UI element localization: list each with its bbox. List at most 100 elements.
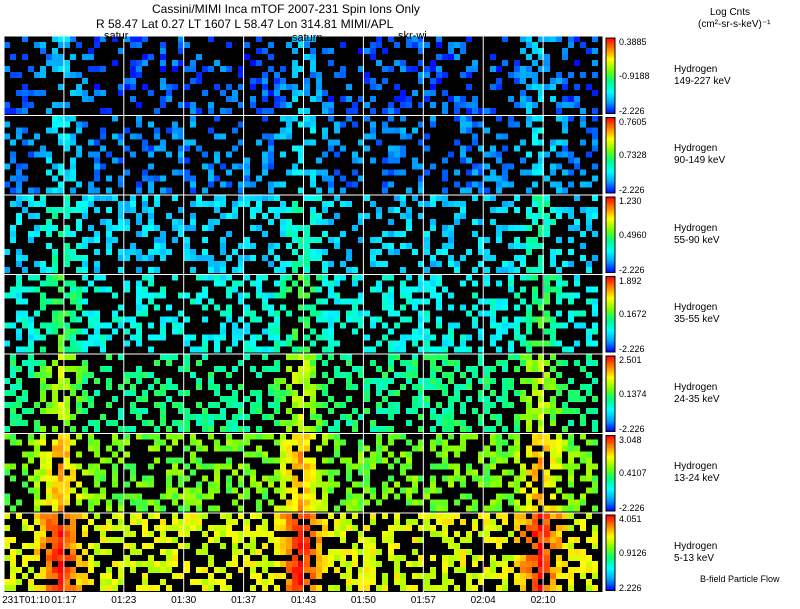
heatmap-cell (538, 390, 544, 396)
heatmap-cell (178, 433, 184, 440)
heatmap-cell (148, 187, 154, 194)
heatmap-cell (502, 322, 508, 329)
heatmap-cell (268, 54, 274, 60)
heatmap-cell (16, 163, 22, 170)
heatmap-cell (4, 469, 10, 476)
heatmap-cell (226, 481, 232, 488)
heatmap-cell (34, 213, 40, 219)
heatmap-cell (466, 169, 472, 176)
heatmap-cell (202, 513, 208, 519)
heatmap-cell (214, 567, 220, 573)
heatmap-cell (520, 513, 526, 519)
heatmap-cell (556, 445, 562, 452)
heatmap-cell (76, 573, 82, 579)
heatmap-cell (226, 513, 232, 519)
heatmap-cell (280, 292, 286, 299)
heatmap-cell (328, 292, 334, 299)
heatmap-cell (100, 366, 106, 372)
heatmap-cell (130, 96, 136, 102)
heatmap-cell (418, 384, 424, 390)
heatmap-cell (346, 354, 352, 360)
heatmap-cell (520, 555, 526, 561)
spectrogram-row (3, 433, 616, 514)
heatmap-cell (130, 66, 136, 72)
heatmap-cell (208, 433, 214, 440)
heatmap-cell (382, 493, 388, 500)
heatmap-cell (196, 195, 202, 201)
heatmap-cell (64, 579, 70, 585)
heatmap-cell (364, 102, 370, 108)
heatmap-cell (118, 567, 124, 573)
heatmap-cell (526, 310, 532, 317)
heatmap-cell (544, 561, 550, 567)
heatmap-cell (400, 360, 406, 366)
heatmap-cell (418, 274, 424, 281)
heatmap-cell (160, 328, 166, 335)
heatmap-cell (538, 525, 544, 531)
heatmap-cell (76, 255, 82, 261)
heatmap-cell (262, 231, 268, 237)
heatmap-cell (340, 531, 346, 537)
heatmap-cell (400, 243, 406, 249)
heatmap-cell (466, 181, 472, 188)
heatmap-cell (52, 316, 58, 323)
heatmap-cell (232, 426, 238, 432)
heatmap-cell (202, 237, 208, 243)
heatmap-cell (232, 213, 238, 219)
heatmap-cell (340, 372, 346, 378)
heatmap-cell (352, 102, 358, 108)
heatmap-cell (112, 292, 118, 299)
heatmap-cell (328, 139, 334, 146)
heatmap-cell (346, 475, 352, 482)
heatmap-cell (106, 243, 112, 249)
heatmap-cell (436, 304, 442, 311)
heatmap-cell (178, 322, 184, 329)
heatmap-cell (202, 66, 208, 72)
heatmap-cell (118, 249, 124, 255)
heatmap-cell (400, 286, 406, 293)
heatmap-cell (100, 195, 106, 201)
heatmap-cell (148, 151, 154, 158)
heatmap-cell (16, 499, 22, 506)
heatmap-cell (406, 42, 412, 48)
heatmap-cell (496, 513, 502, 519)
heatmap-cell (466, 115, 472, 122)
heatmap-cell (70, 366, 76, 372)
heatmap-cell (376, 499, 382, 506)
heatmap-cell (550, 286, 556, 293)
heatmap-cell (346, 469, 352, 476)
heatmap-cell (58, 163, 64, 170)
heatmap-cell (406, 298, 412, 305)
heatmap-cell (364, 390, 370, 396)
heatmap-cell (358, 157, 364, 164)
heatmap-cell (514, 451, 520, 458)
heatmap-cell (274, 402, 280, 408)
heatmap-cell (310, 139, 316, 146)
heatmap-cell (496, 322, 502, 329)
heatmap-cell (538, 408, 544, 414)
heatmap-cell (58, 493, 64, 500)
heatmap-cell (430, 102, 436, 108)
heatmap-cell (148, 513, 154, 519)
heatmap-cell (130, 372, 136, 378)
heatmap-cell (388, 36, 394, 42)
heatmap-cell (394, 543, 400, 549)
heatmap-cell (190, 66, 196, 72)
heatmap-cell (550, 274, 556, 281)
heatmap-cell (70, 139, 76, 146)
heatmap-cell (160, 102, 166, 108)
heatmap-cell (130, 390, 136, 396)
heatmap-cell (142, 201, 148, 207)
heatmap-cell (352, 505, 358, 512)
heatmap-cell (64, 420, 70, 426)
heatmap-cell (76, 181, 82, 188)
heatmap-cell (496, 537, 502, 543)
heatmap-cell (502, 298, 508, 305)
heatmap-cell (388, 108, 394, 114)
heatmap-cell (304, 372, 310, 378)
heatmap-cell (232, 561, 238, 567)
heatmap-cell (82, 573, 88, 579)
heatmap-cell (580, 115, 586, 122)
heatmap-cell (382, 334, 388, 341)
heatmap-cell (394, 555, 400, 561)
